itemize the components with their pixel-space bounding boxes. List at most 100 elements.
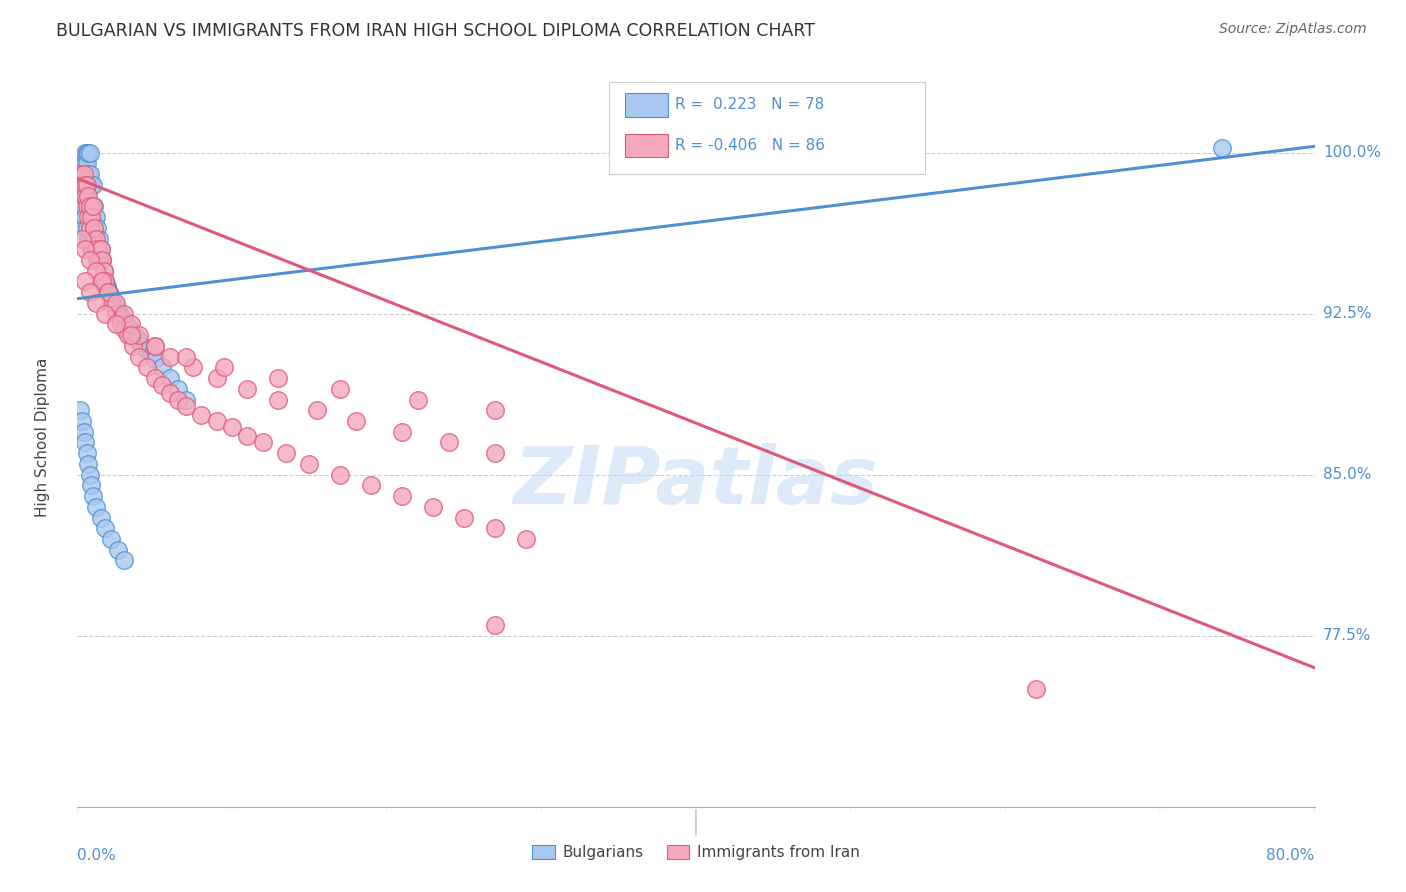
Point — [406, 392, 429, 407]
Point — [91, 275, 114, 289]
Point — [70, 188, 93, 202]
Point — [391, 489, 413, 503]
Point — [76, 178, 98, 192]
Point — [484, 521, 506, 535]
Point — [128, 350, 150, 364]
Point — [276, 446, 298, 460]
Point — [69, 156, 91, 170]
Point — [174, 399, 197, 413]
Legend: Bulgarians, Immigrants from Iran: Bulgarians, Immigrants from Iran — [526, 839, 866, 866]
Point — [70, 178, 93, 192]
Point — [90, 275, 111, 289]
Point — [69, 403, 91, 417]
Point — [84, 500, 107, 514]
Point — [515, 532, 537, 546]
Point — [174, 392, 197, 407]
Point — [143, 339, 166, 353]
Point — [75, 275, 96, 289]
Point — [86, 253, 108, 268]
Point — [112, 313, 135, 327]
Point — [159, 371, 181, 385]
Point — [125, 330, 148, 344]
Point — [70, 414, 93, 428]
Point — [484, 446, 506, 460]
Point — [80, 178, 103, 192]
Point — [82, 242, 104, 256]
Point — [115, 318, 138, 332]
Point — [94, 521, 117, 535]
Point — [77, 231, 100, 245]
Point — [79, 145, 101, 160]
FancyBboxPatch shape — [609, 82, 925, 174]
Point — [122, 339, 145, 353]
Point — [75, 178, 96, 192]
Point — [93, 264, 115, 278]
Point — [72, 167, 94, 181]
Point — [131, 339, 153, 353]
Point — [76, 220, 98, 235]
Point — [453, 510, 475, 524]
Point — [82, 231, 104, 245]
Point — [80, 210, 103, 224]
Point — [75, 242, 96, 256]
Point — [484, 618, 506, 632]
Point — [437, 435, 460, 450]
Point — [70, 199, 93, 213]
Point — [79, 199, 101, 213]
Point — [76, 199, 98, 213]
Point — [152, 377, 174, 392]
Point — [75, 210, 96, 224]
Point — [79, 231, 101, 245]
Point — [307, 403, 329, 417]
Point — [77, 145, 100, 160]
Point — [84, 296, 107, 310]
Text: 100.0%: 100.0% — [1323, 145, 1381, 161]
Point — [94, 275, 117, 289]
Point — [70, 231, 93, 245]
Point — [83, 220, 105, 235]
Point — [76, 446, 98, 460]
Text: R =  0.223   N = 78: R = 0.223 N = 78 — [675, 97, 824, 112]
Point — [77, 167, 100, 181]
Point — [236, 382, 259, 396]
Point — [360, 478, 382, 492]
Point — [252, 435, 274, 450]
Point — [122, 326, 145, 340]
Point — [79, 467, 101, 482]
Point — [121, 328, 143, 343]
Point — [77, 457, 100, 471]
Point — [190, 408, 212, 422]
Text: High School Diploma: High School Diploma — [35, 358, 51, 516]
Point — [391, 425, 413, 439]
Point — [329, 382, 352, 396]
Text: 80.0%: 80.0% — [1267, 848, 1315, 863]
Text: R = -0.406   N = 86: R = -0.406 N = 86 — [675, 138, 825, 153]
Point — [97, 285, 120, 300]
Point — [79, 167, 101, 181]
Point — [205, 414, 228, 428]
Text: 0.0%: 0.0% — [77, 848, 117, 863]
Point — [329, 467, 352, 482]
Point — [143, 351, 166, 366]
Point — [80, 478, 103, 492]
Point — [75, 188, 96, 202]
Point — [79, 220, 101, 235]
Point — [118, 322, 141, 336]
Point — [86, 242, 108, 256]
Point — [105, 296, 127, 310]
Point — [105, 318, 127, 332]
Point — [90, 242, 111, 256]
Point — [136, 343, 159, 358]
Point — [167, 392, 190, 407]
Point — [100, 532, 122, 546]
Point — [86, 220, 108, 235]
Point — [75, 435, 96, 450]
Point — [484, 403, 506, 417]
Point — [117, 328, 139, 343]
Point — [100, 292, 122, 306]
Point — [84, 231, 107, 245]
Point — [77, 210, 100, 224]
Point — [103, 296, 125, 310]
Text: Source: ZipAtlas.com: Source: ZipAtlas.com — [1219, 22, 1367, 37]
Point — [91, 253, 114, 268]
